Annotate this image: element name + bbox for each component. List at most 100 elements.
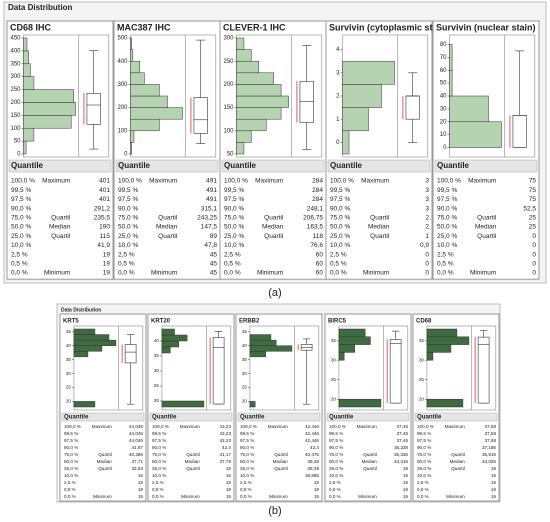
quantile-percent: 97,5 % xyxy=(240,438,254,443)
y-tick-label: 35 xyxy=(419,338,425,343)
quantile-name: Median xyxy=(262,224,284,231)
quantile-value: 34,025 xyxy=(482,459,496,464)
histogram-bar xyxy=(161,334,188,342)
quantile-name: Quartil xyxy=(370,233,390,240)
y-tick-label: 30 xyxy=(331,357,337,362)
quantile-value: 19 xyxy=(403,466,409,471)
quantile-value: 3 xyxy=(425,196,429,203)
quantile-name: Median xyxy=(49,224,71,231)
quantile-value: 206,75 xyxy=(303,215,323,222)
table-header: Quantile xyxy=(224,161,257,170)
quantile-percent: 25,0 % xyxy=(64,466,78,471)
column-title: BIRC5 xyxy=(328,319,347,325)
histogram-bar xyxy=(236,37,245,50)
quantile-name: Quartil xyxy=(363,466,377,471)
histogram-bar xyxy=(130,142,132,155)
quantile-percent: 97,5 % xyxy=(11,196,31,203)
quantile-percent: 0,5 % xyxy=(437,261,454,268)
quantile-percent: 97,5 % xyxy=(329,438,343,443)
quantile-percent: 10,0 % xyxy=(64,473,78,478)
quantile-percent: 90,0 % xyxy=(240,445,254,450)
quantile-name: Median xyxy=(185,459,201,464)
histogram-bar xyxy=(236,95,289,108)
y-tick-label: 100 xyxy=(11,126,22,132)
quantile-value: 41,9 xyxy=(97,242,110,249)
quantile-value: 60 xyxy=(316,251,324,258)
quantile-value: 45 xyxy=(210,251,218,258)
quantile-value: 19 xyxy=(491,494,497,499)
quantile-percent: 100,0 % xyxy=(11,178,35,185)
quantile-percent: 0,0 % xyxy=(240,494,252,499)
quantile-value: 40,475 xyxy=(305,452,319,457)
quantile-value: 37,46 xyxy=(397,438,409,443)
quantile-percent: 99,5 % xyxy=(417,431,431,436)
column-title: KRT5 xyxy=(63,319,79,325)
quantile-name: Quartil xyxy=(186,452,200,457)
y-tick-label: 100 xyxy=(224,128,235,134)
y-tick-label: 1 xyxy=(336,117,340,123)
histogram-bar xyxy=(338,344,355,353)
quantile-value: 0 xyxy=(425,251,429,258)
histogram-bar xyxy=(73,339,117,346)
y-tick-label: 25 xyxy=(419,377,425,382)
quantile-percent: 97,5 % xyxy=(152,438,166,443)
quantile-value: 0 xyxy=(532,261,536,268)
y-tick-label: 20 xyxy=(331,396,337,401)
quantile-percent: 75,0 % xyxy=(224,215,244,222)
quantile-percent: 0,0 % xyxy=(11,270,28,277)
quantile-percent: 90,0 % xyxy=(417,445,431,450)
y-tick-label: 20 xyxy=(242,399,248,404)
quantile-name: Quartil xyxy=(451,452,465,457)
quantile-value: 37,58 xyxy=(485,424,497,429)
table-header: Quantile xyxy=(11,161,44,170)
quantile-percent: 90,0 % xyxy=(64,445,78,450)
quantile-percent: 0,5 % xyxy=(11,261,28,268)
quantile-name: Minimum xyxy=(93,494,112,499)
quantile-percent: 97,5 % xyxy=(417,438,431,443)
quantile-percent: 50,0 % xyxy=(152,459,166,464)
quantile-percent: 25,0 % xyxy=(417,466,431,471)
y-tick-label: 25 xyxy=(66,385,72,390)
table-header-bg xyxy=(414,412,498,422)
quantile-name: Median xyxy=(156,224,178,231)
quantile-value: 19 xyxy=(314,494,320,499)
quantile-value: 19 xyxy=(491,480,497,485)
quantile-percent: 2,5 % xyxy=(64,480,76,485)
quantile-name: Maximum xyxy=(357,424,377,429)
quantile-name: Minimum xyxy=(470,270,496,277)
quantile-name: Quartil xyxy=(363,452,377,457)
quantile-name: Quartil xyxy=(274,466,288,471)
quantile-value: 42,4 xyxy=(310,445,319,450)
quantile-percent: 97,5 % xyxy=(224,196,244,203)
quantile-percent: 25,0 % xyxy=(152,466,166,471)
quantile-percent: 99,5 % xyxy=(152,431,166,436)
quantile-name: Quartil xyxy=(98,452,112,457)
quantile-value: 291,2 xyxy=(94,205,111,212)
quantile-percent: 25,0 % xyxy=(330,233,350,240)
quantile-value: 43,23 xyxy=(220,424,232,429)
quantile-value: 39,36 xyxy=(308,459,320,464)
quantile-name: Maximum xyxy=(445,424,465,429)
quantile-value: 284 xyxy=(312,196,323,203)
histogram-bar xyxy=(130,37,132,50)
y-tick-label: 40 xyxy=(66,343,72,348)
quantile-value: 45 xyxy=(210,261,218,268)
histogram-bar xyxy=(23,115,72,129)
quantile-percent: 2,5 % xyxy=(437,251,454,258)
y-tick-label: 20 xyxy=(154,398,160,403)
y-tick-label: 350 xyxy=(11,61,22,67)
quantile-name: Quartil xyxy=(477,233,497,240)
quantile-percent: 2,5 % xyxy=(118,251,135,258)
histogram-bar xyxy=(161,328,175,336)
quantile-value: 47,8 xyxy=(204,242,217,249)
column-title: CD68 xyxy=(416,319,432,325)
histogram-bar xyxy=(342,130,350,155)
quantile-value: 19 xyxy=(103,251,111,258)
quantile-percent: 50,0 % xyxy=(437,224,457,231)
quantile-value: 75 xyxy=(529,196,537,203)
quantile-value: 1 xyxy=(425,233,429,240)
quantile-percent: 75,0 % xyxy=(152,452,166,457)
y-tick-label: 40 xyxy=(154,338,160,343)
quantile-value: 19 xyxy=(103,270,111,277)
quantile-percent: 25,0 % xyxy=(437,233,457,240)
